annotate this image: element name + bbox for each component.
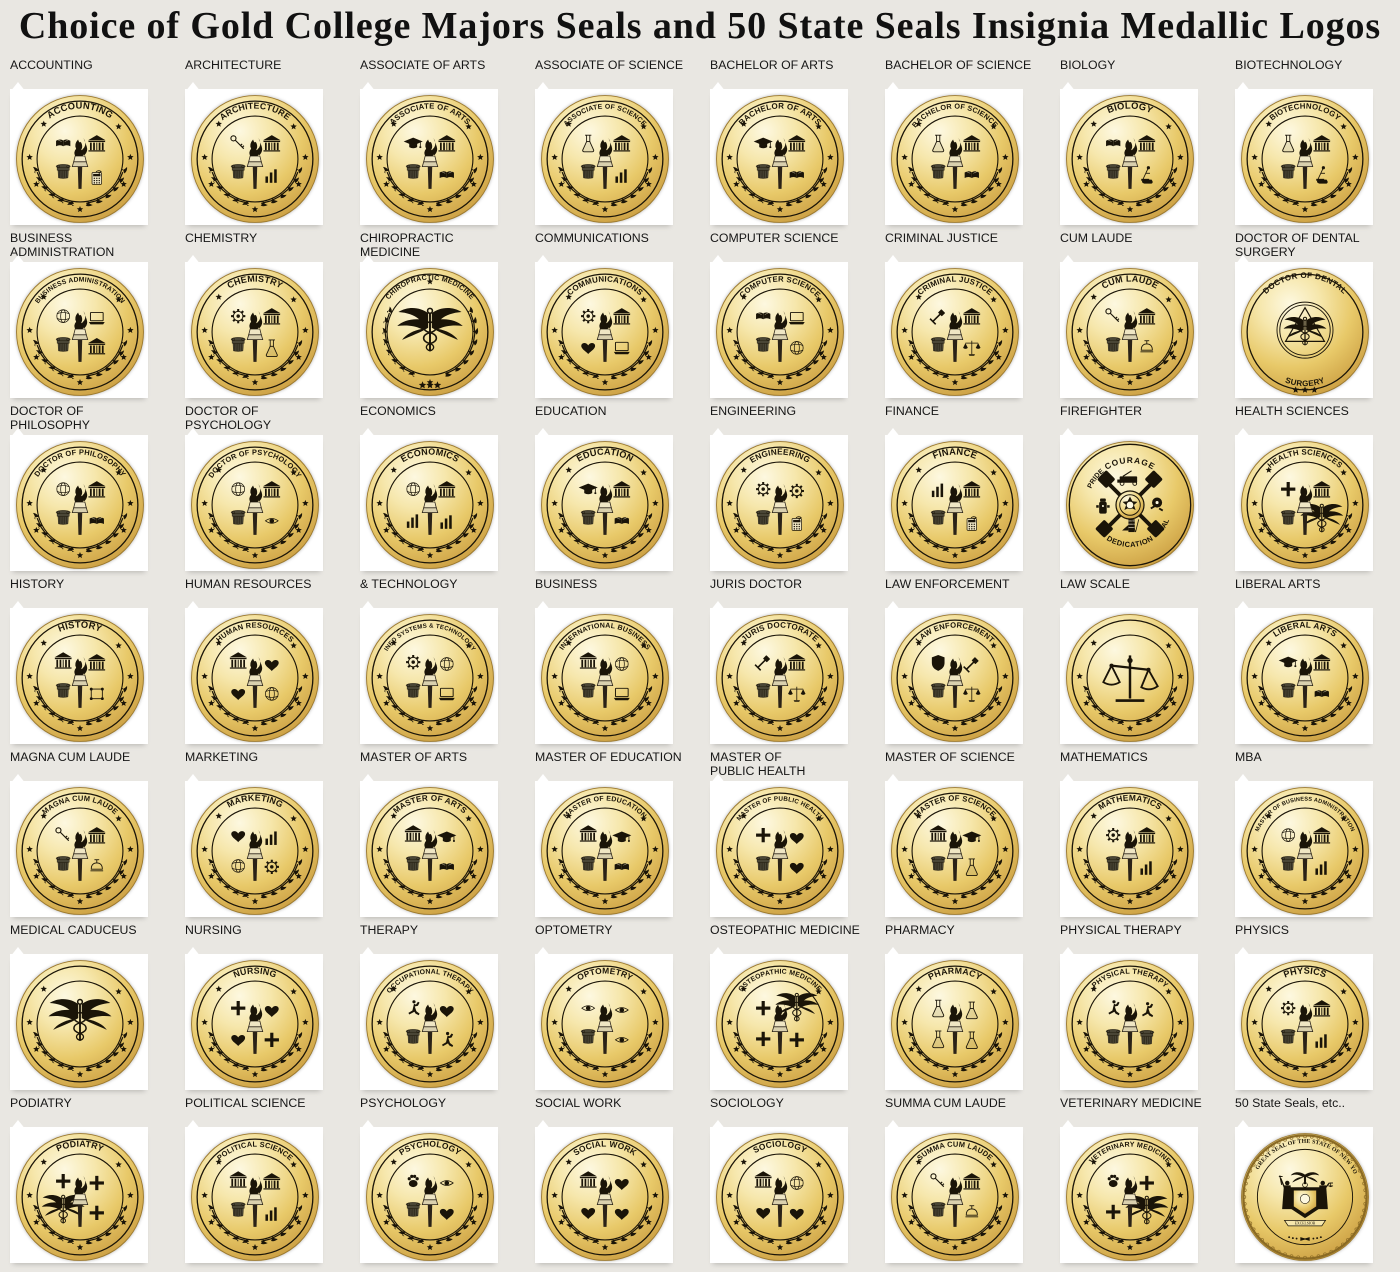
svg-text:EXCELSIOR: EXCELSIOR	[1295, 1222, 1316, 1226]
